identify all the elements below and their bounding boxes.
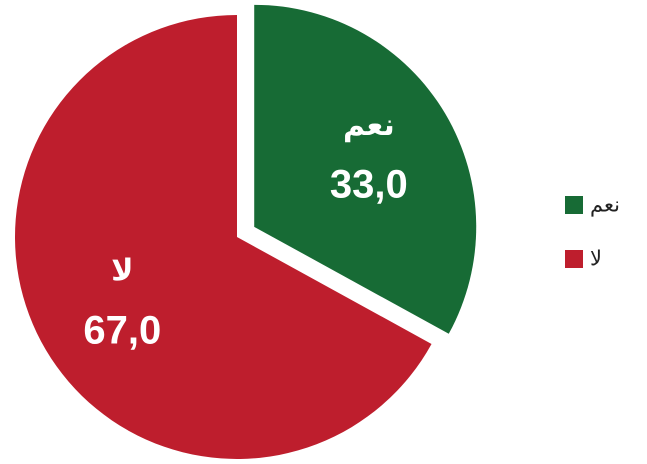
slice-value-label: 67,0 xyxy=(83,308,161,352)
pie-slice xyxy=(254,4,477,334)
slice-value-label: 33,0 xyxy=(330,163,408,207)
legend-swatch xyxy=(565,250,583,268)
legend-label: لا xyxy=(590,248,602,271)
legend-swatch xyxy=(565,196,583,214)
slice-category-label: لا xyxy=(111,255,133,288)
slice-category-label: نعم xyxy=(343,109,395,143)
legend-label: نعم xyxy=(590,194,620,218)
pie-slice xyxy=(15,15,432,459)
